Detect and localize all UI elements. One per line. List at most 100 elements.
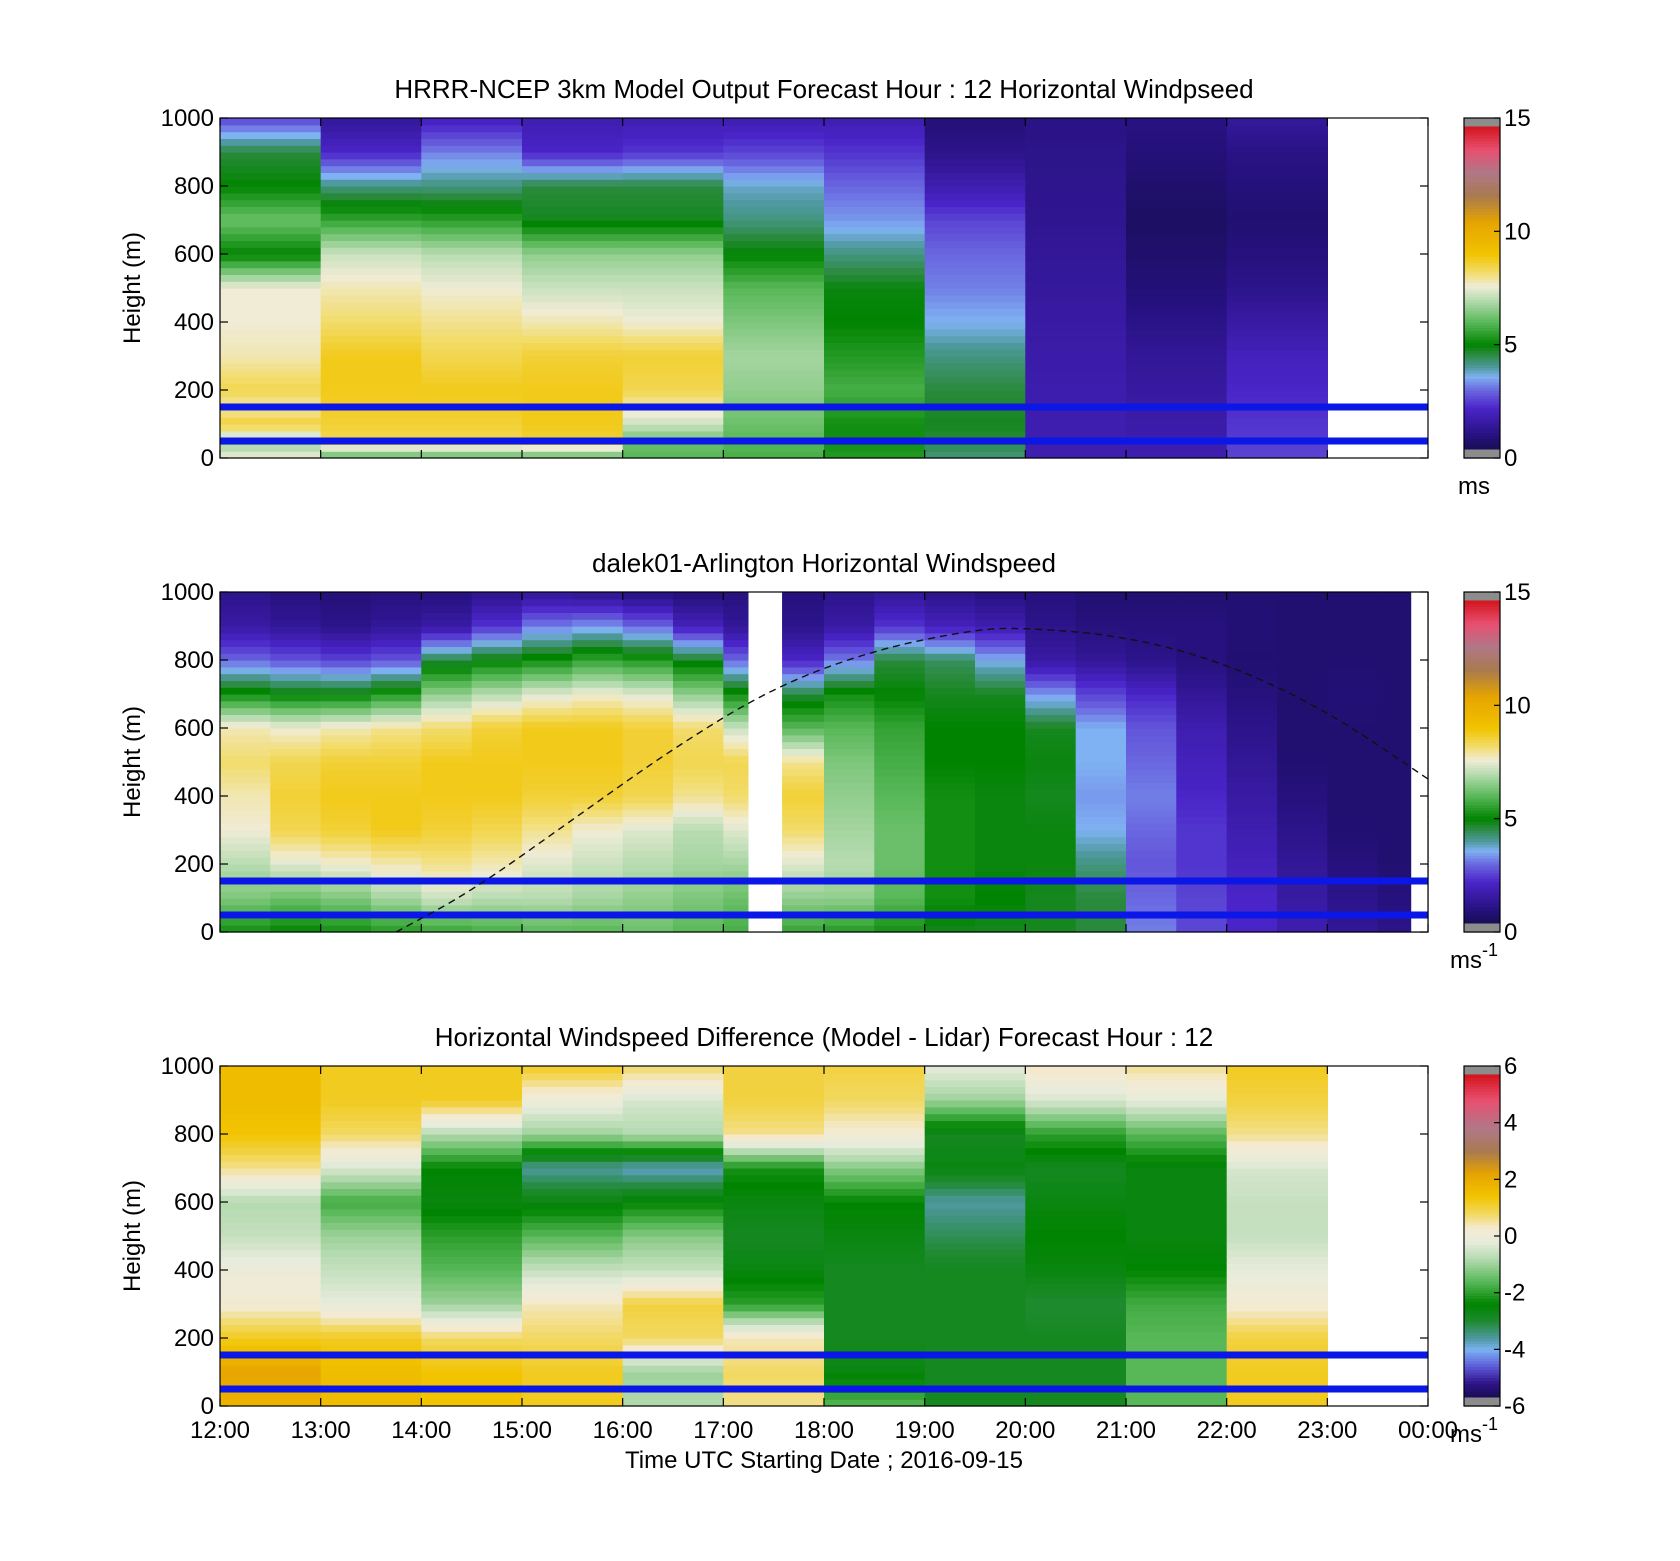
heatmap-cell (924, 1127, 1026, 1135)
heatmap-cell (673, 592, 724, 600)
heatmap-cell (320, 598, 372, 607)
heatmap-cell (1025, 315, 1127, 323)
heatmap-cell (782, 884, 825, 892)
colorbar-segment (1464, 1199, 1500, 1203)
heatmap-cell (320, 850, 372, 858)
colorbar-segment (1464, 1391, 1500, 1396)
heatmap-cell (622, 1236, 724, 1244)
heatmap-cell (782, 687, 825, 695)
heatmap-cell (320, 1113, 422, 1121)
colorbar-segment (1464, 154, 1500, 159)
heatmap-cell (270, 612, 322, 620)
heatmap-cell (320, 152, 422, 160)
heatmap-cell (723, 1202, 825, 1210)
heatmap-cell (1226, 213, 1328, 221)
heatmap-cell (723, 430, 825, 439)
heatmap-cell (924, 755, 976, 763)
heatmap-cell (824, 748, 875, 756)
colorbar-tick-label: 4 (1504, 1110, 1517, 1137)
colorbar-segment (1464, 708, 1500, 712)
heatmap-cell (1126, 1372, 1228, 1380)
heatmap-cell (421, 680, 473, 688)
heatmap-cell (220, 294, 322, 303)
heatmap-cell (320, 349, 422, 357)
heatmap-cell (975, 592, 1026, 600)
heatmap-cell (522, 755, 573, 763)
colorbar-segment (1464, 869, 1500, 874)
heatmap-cell (924, 390, 1026, 398)
heatmap-cell (220, 653, 271, 661)
colorbar-segment (1464, 611, 1500, 616)
heatmap-cell (1176, 925, 1228, 933)
heatmap-cell (522, 396, 624, 405)
heatmap-cell (824, 768, 875, 777)
heatmap-cell (1126, 124, 1228, 133)
heatmap-cell (471, 850, 523, 858)
heatmap-cell (975, 755, 1026, 763)
heatmap-cell (924, 680, 976, 688)
heatmap-cell (270, 762, 322, 770)
heatmap-cell (1327, 598, 1379, 607)
heatmap-cell (924, 254, 1026, 262)
heatmap-cell (220, 335, 322, 343)
heatmap-cell (824, 734, 875, 743)
heatmap-cell (371, 741, 422, 749)
heatmap-cell (782, 632, 825, 641)
heatmap-cell (622, 789, 674, 797)
heatmap-cell (1277, 721, 1328, 729)
heatmap-cell (522, 172, 624, 180)
heatmap-cell (572, 836, 624, 845)
heatmap-cell (1327, 700, 1379, 709)
heatmap-cell (824, 1378, 926, 1387)
heatmap-cell (1025, 1229, 1127, 1237)
heatmap-cell (1126, 1365, 1228, 1373)
colorbar-segment (1464, 900, 1500, 905)
heatmap-cell (1126, 632, 1177, 641)
heatmap-cell (471, 741, 523, 749)
heatmap-cell (320, 700, 372, 709)
heatmap-cell (1327, 666, 1379, 675)
colorbar-segment (1464, 1306, 1500, 1311)
heatmap-cell (1327, 925, 1379, 933)
heatmap-cell (622, 417, 724, 425)
colorbar-segment (1464, 140, 1500, 145)
heatmap-cell (1025, 1399, 1127, 1407)
heatmap-cell (723, 124, 825, 133)
heatmap-cell (1126, 823, 1177, 831)
heatmap-cell (824, 424, 926, 432)
heatmap-cell (622, 1283, 724, 1291)
heatmap-cell (924, 396, 1026, 405)
heatmap-cell (1226, 626, 1278, 634)
heatmap-cell (1025, 206, 1127, 214)
heatmap-cell (320, 1317, 422, 1325)
colorbar-cap-top (1464, 592, 1500, 601)
colorbar-segment (1464, 881, 1500, 885)
heatmap-cell (924, 1106, 1026, 1115)
heatmap-cell (522, 925, 573, 933)
heatmap-cell (673, 768, 724, 777)
heatmap-cell (471, 884, 523, 892)
heatmap-cell (975, 836, 1026, 845)
heatmap-cell (371, 898, 422, 906)
heatmap-cell (522, 158, 624, 167)
heatmap-cell (924, 673, 976, 681)
heatmap-cell (421, 1072, 523, 1081)
heatmap-cell (924, 430, 1026, 439)
heatmap-cell (975, 789, 1026, 797)
heatmap-cell (1226, 254, 1328, 262)
heatmap-cell (924, 1222, 1026, 1230)
heatmap-cell (622, 192, 724, 201)
heatmap-cell (522, 1378, 624, 1387)
heatmap-cell (673, 632, 724, 641)
heatmap-cell (824, 1317, 926, 1325)
heatmap-cell (1377, 632, 1429, 641)
y-tick-label: 800 (174, 1121, 214, 1148)
heatmap-cell (1226, 322, 1328, 330)
heatmap-cell (723, 1331, 825, 1339)
x-tick-label: 23:00 (1297, 1417, 1357, 1444)
heatmap-cell (1226, 1290, 1328, 1298)
heatmap-cell (1075, 694, 1127, 702)
heatmap-cell (723, 1344, 825, 1353)
heatmap-cell (320, 1372, 422, 1380)
